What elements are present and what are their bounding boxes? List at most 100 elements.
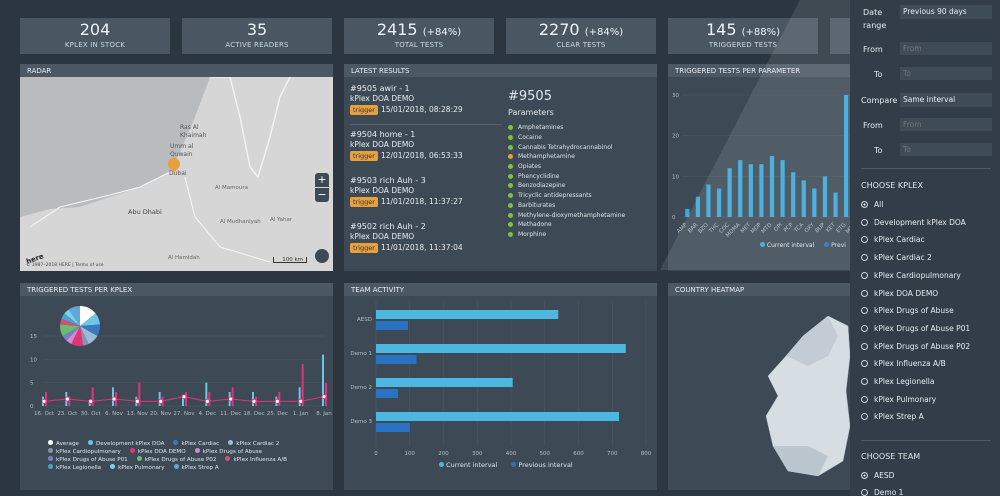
average-point xyxy=(274,398,280,404)
result-time: 12/01/2018, 06:53:33 xyxy=(380,151,463,160)
zoom-in-button[interactable]: + xyxy=(315,173,329,187)
radio-icon[interactable] xyxy=(861,201,868,208)
radio-icon[interactable] xyxy=(861,472,868,479)
legend-item[interactable]: kPlex Drugs of Abuse P02 xyxy=(136,456,216,464)
latest-results-panel: LATEST RESULTS #9505 awir - 1 kPlex DOA … xyxy=(344,64,657,271)
team-radio[interactable]: Demo 1 xyxy=(861,488,903,496)
param-label: Morphine xyxy=(518,230,547,238)
status-dot-icon xyxy=(508,125,513,131)
legend-item[interactable]: kPlex Cardiac xyxy=(173,440,219,448)
result-item[interactable]: #9504 home - 1 kPlex DOA DEMO trigger 12/… xyxy=(350,130,502,161)
bar xyxy=(252,392,254,406)
y-tick-label: 10 xyxy=(30,357,37,363)
kplex-radio[interactable]: kPlex Drugs of Abuse P01 xyxy=(861,324,970,333)
filter-sidebar: Date range Previous 90 days From To Comp… xyxy=(850,0,1000,496)
map-copyright[interactable]: © 1987–2018 HERE | Terms of use xyxy=(26,263,104,268)
radio-icon[interactable] xyxy=(861,254,868,262)
radio-icon[interactable] xyxy=(861,395,868,403)
radio-icon[interactable] xyxy=(861,307,868,315)
from-input[interactable] xyxy=(900,42,992,55)
average-point xyxy=(251,398,257,404)
compare-to-input[interactable] xyxy=(900,143,992,156)
team-bar-chart: 0 100 200 300 400 500 600 700 800 AESD Demo 1 Demo … xyxy=(350,301,652,457)
legend-item[interactable]: kPlex Pulmonary xyxy=(110,464,165,472)
germany-map[interactable] xyxy=(668,296,868,490)
map[interactable]: Ras Al Khaimah Umm al Quwain Dubai Abu D… xyxy=(20,77,333,271)
result-item[interactable]: #9503 rich Auh - 3 kPlex DOA DEMO trigge… xyxy=(350,176,502,207)
legend-item[interactable]: kPlex Drugs of Abuse P01 xyxy=(48,456,128,464)
compare-select[interactable]: Same interval xyxy=(900,93,992,107)
x-tick-label: THC xyxy=(708,222,721,235)
panel-title: COUNTRY HEATMAP xyxy=(668,283,868,296)
kplex-radio[interactable]: kPlex Cardiac 2 xyxy=(861,253,932,262)
compare-to-label: To xyxy=(874,146,883,155)
date-range-select[interactable]: Previous 90 days xyxy=(900,5,992,19)
kplex-radio[interactable]: kPlex Cardiopulmonary xyxy=(861,271,961,280)
kplex-radio[interactable]: kPlex Drugs of Abuse xyxy=(861,306,954,315)
kplex-radio[interactable]: kPlex Cardiac xyxy=(861,235,925,244)
bar xyxy=(844,95,849,217)
param-label: Methamphetamine xyxy=(518,153,575,161)
kplex-radio[interactable]: kPlex Legionella xyxy=(861,377,934,386)
radio-icon[interactable] xyxy=(861,236,868,244)
legend-item[interactable]: kPlex Influenza A/B xyxy=(225,456,287,464)
radio-icon[interactable] xyxy=(861,378,868,385)
radio-icon[interactable] xyxy=(861,360,868,368)
kpi-label: CLEAR TESTS xyxy=(556,41,606,49)
result-item[interactable]: #9505 awir - 1 kPlex DOA DEMO trigger 15/… xyxy=(350,84,502,115)
legend-item[interactable]: kPlex DOA DEMO xyxy=(129,448,186,456)
x-tick-label: 25. Dec xyxy=(267,411,288,417)
legend-item[interactable]: kPlex Legionella xyxy=(48,464,101,472)
radio-icon[interactable] xyxy=(861,324,868,332)
compare-from-input[interactable] xyxy=(900,118,992,131)
radio-icon[interactable] xyxy=(861,289,868,297)
to-input[interactable] xyxy=(900,67,992,80)
from-label: From xyxy=(863,45,883,54)
param-row: Morphine xyxy=(508,230,657,240)
radio-icon[interactable] xyxy=(861,489,868,496)
radio-label: kPlex Drugs of Abuse P02 xyxy=(874,341,971,351)
legend-item[interactable]: kPlex Drugs of Abuse xyxy=(194,448,262,456)
bar xyxy=(727,168,732,217)
y-tick-label: 30 xyxy=(672,93,679,99)
kplex-radio[interactable]: Development kPlex DOA xyxy=(861,218,966,227)
legend-item[interactable]: kPlex Cardiac 2 xyxy=(228,440,279,448)
result-item[interactable]: #9502 rich Auh - 2 kPlex DOA DEMO trigge… xyxy=(350,222,502,253)
map-place-label: Quwain xyxy=(170,151,193,158)
legend-item[interactable]: Average xyxy=(48,440,79,448)
kplex-radio[interactable]: kPlex Influenza A/B xyxy=(861,359,946,368)
radio-icon[interactable] xyxy=(861,342,868,350)
panel-title: TEAM ACTIVITY xyxy=(344,283,657,296)
legend-item[interactable]: kPlex Cardiopulmonary xyxy=(48,448,121,456)
y-tick-label: 0 xyxy=(672,215,676,221)
legend-item[interactable]: Development kPlex DOA xyxy=(87,440,164,448)
x-tick-label: 0 xyxy=(374,451,378,457)
radio-icon[interactable] xyxy=(861,413,868,421)
kplex-radio[interactable]: kPlex Strep A xyxy=(861,412,924,421)
bar-current xyxy=(376,310,559,319)
pie-slice xyxy=(64,309,80,326)
pie-slice xyxy=(68,306,80,326)
bar xyxy=(822,176,828,217)
average-point xyxy=(228,396,234,402)
bar xyxy=(185,392,187,406)
zoom-out-button[interactable]: − xyxy=(315,188,329,202)
param-label: Tricyclic antidepressants xyxy=(518,192,592,200)
x-tick-label: AMP xyxy=(676,222,689,235)
kplex-radio[interactable]: kPlex DOA DEMO xyxy=(861,289,938,298)
map-place-label: Dubai xyxy=(169,170,187,177)
team-radio[interactable]: AESD xyxy=(861,471,894,480)
kplex-radio[interactable]: kPlex Drugs of Abuse P02 xyxy=(861,342,970,351)
radio-label: kPlex Pulmonary xyxy=(874,394,937,404)
bar xyxy=(322,354,324,406)
average-point xyxy=(321,394,327,400)
layers-button[interactable] xyxy=(315,249,329,263)
kplex-radio[interactable]: All xyxy=(861,200,883,209)
radio-icon[interactable] xyxy=(861,218,868,226)
radio-icon[interactable] xyxy=(861,271,868,279)
kpi-kplex-stock: 204 KPLEX IN STOCK xyxy=(20,18,170,54)
x-tick-label: BUP xyxy=(814,222,827,235)
average-point xyxy=(88,398,94,404)
kplex-radio[interactable]: kPlex Pulmonary xyxy=(861,395,936,404)
legend-item[interactable]: kPlex Strep A xyxy=(173,464,219,472)
